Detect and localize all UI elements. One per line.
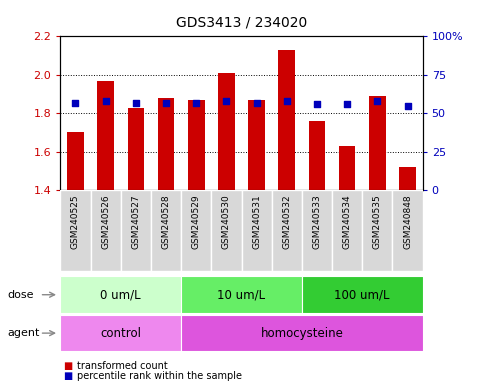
Bar [248, 100, 265, 190]
Bar [60, 276, 181, 313]
Bar [242, 190, 271, 271]
Bar [181, 315, 423, 351]
Bar [98, 81, 114, 190]
Point [343, 101, 351, 107]
Point [313, 101, 321, 107]
Bar [271, 190, 302, 271]
Text: GSM240526: GSM240526 [101, 194, 110, 249]
Text: ■: ■ [63, 361, 72, 371]
Bar [128, 108, 144, 190]
Bar [369, 96, 385, 190]
Text: GSM240529: GSM240529 [192, 194, 201, 249]
Text: GSM240532: GSM240532 [282, 194, 291, 249]
Bar [158, 98, 174, 190]
Text: GSM240533: GSM240533 [313, 194, 322, 249]
Point [71, 99, 79, 106]
Point [283, 98, 291, 104]
Bar [91, 190, 121, 271]
Bar [309, 121, 325, 190]
Point [132, 99, 140, 106]
Bar [279, 50, 295, 190]
Text: GSM240535: GSM240535 [373, 194, 382, 249]
Point [192, 99, 200, 106]
Text: homocysteine: homocysteine [260, 327, 343, 339]
Bar [339, 146, 355, 190]
Bar [399, 167, 416, 190]
Bar [181, 276, 302, 313]
Point [162, 99, 170, 106]
Point [373, 98, 381, 104]
Point [223, 98, 230, 104]
Text: GSM240534: GSM240534 [342, 194, 352, 249]
Text: GSM240848: GSM240848 [403, 194, 412, 249]
Point [102, 98, 110, 104]
Bar [121, 190, 151, 271]
Bar [188, 100, 204, 190]
Text: GSM240525: GSM240525 [71, 194, 80, 249]
Bar [181, 190, 212, 271]
Bar [393, 190, 423, 271]
Point [404, 103, 412, 109]
Bar [302, 276, 423, 313]
Bar [218, 73, 235, 190]
Bar [212, 190, 242, 271]
Text: transformed count: transformed count [77, 361, 168, 371]
Text: percentile rank within the sample: percentile rank within the sample [77, 371, 242, 381]
Text: GDS3413 / 234020: GDS3413 / 234020 [176, 15, 307, 29]
Text: agent: agent [7, 328, 40, 338]
Text: 100 um/L: 100 um/L [335, 288, 390, 301]
Text: 0 um/L: 0 um/L [100, 288, 141, 301]
Text: dose: dose [7, 290, 34, 300]
Text: ■: ■ [63, 371, 72, 381]
Text: GSM240527: GSM240527 [131, 194, 141, 249]
Bar [67, 132, 84, 190]
Bar [60, 190, 91, 271]
Point [253, 99, 260, 106]
Text: control: control [100, 327, 141, 339]
Bar [332, 190, 362, 271]
Bar [302, 190, 332, 271]
Bar [362, 190, 393, 271]
Text: 10 um/L: 10 um/L [217, 288, 266, 301]
Text: GSM240531: GSM240531 [252, 194, 261, 249]
Bar [60, 315, 181, 351]
Text: GSM240530: GSM240530 [222, 194, 231, 249]
Text: GSM240528: GSM240528 [161, 194, 170, 249]
Bar [151, 190, 181, 271]
